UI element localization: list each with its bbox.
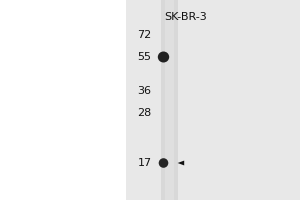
FancyBboxPatch shape — [161, 0, 178, 200]
FancyBboxPatch shape — [126, 0, 300, 200]
Polygon shape — [178, 161, 184, 165]
Text: 28: 28 — [137, 108, 152, 118]
Text: SK-BR-3: SK-BR-3 — [165, 12, 207, 22]
Text: 17: 17 — [137, 158, 152, 168]
Text: 72: 72 — [137, 30, 152, 40]
Ellipse shape — [158, 51, 169, 62]
FancyBboxPatch shape — [0, 0, 126, 200]
Text: 55: 55 — [137, 52, 152, 62]
FancyBboxPatch shape — [165, 0, 174, 200]
Text: 36: 36 — [137, 86, 152, 96]
Ellipse shape — [159, 158, 168, 168]
